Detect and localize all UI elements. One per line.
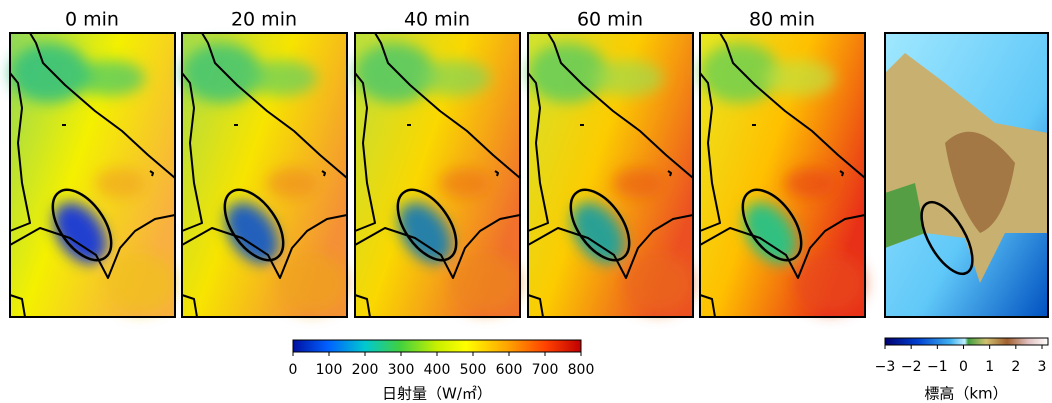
elevation-colorbar: [884, 337, 1049, 346]
map-panels: [9, 32, 866, 318]
panel-title: 80 min: [749, 9, 815, 31]
colorbar-tick-label: 0: [959, 359, 968, 375]
colorbar-tick-label: 800: [568, 362, 595, 378]
map-panel: [9, 32, 176, 318]
colorbar-tick-label: 100: [316, 362, 343, 378]
elevation-colorbar-label: 標高（km）: [924, 385, 1007, 403]
colorbar-tick-label: 500: [460, 362, 487, 378]
colorbar-tick-label: 600: [496, 362, 523, 378]
panel-title: 60 min: [577, 9, 643, 31]
colorbar-tick-label: −3: [875, 359, 896, 375]
colorbar-tick-label: −2: [901, 359, 922, 375]
colorbar-tick-label: 1: [985, 359, 994, 375]
colorbar-tick-label: 400: [424, 362, 451, 378]
colorbar-tick-label: 0: [289, 362, 298, 378]
panel-title: 40 min: [404, 9, 470, 31]
panel-title: 0 min: [65, 9, 119, 31]
elevation-map: [884, 32, 1049, 318]
colorbar-tick-label: 300: [388, 362, 415, 378]
colorbar-tick-label: 2: [1011, 359, 1020, 375]
solar-colorbar: [292, 339, 582, 353]
map-panel: [181, 32, 348, 318]
colorbar-tick-label: 700: [532, 362, 559, 378]
map-panel: [699, 32, 866, 318]
colorbar-tick-label: 200: [352, 362, 379, 378]
map-panel: [527, 32, 694, 318]
map-panel: [354, 32, 521, 318]
panel-title: 20 min: [231, 9, 297, 31]
solar-colorbar-label: 日射量（W/㎡）: [382, 385, 492, 403]
colorbar-tick-label: 3: [1038, 359, 1047, 375]
colorbar-tick-label: −1: [927, 359, 948, 375]
